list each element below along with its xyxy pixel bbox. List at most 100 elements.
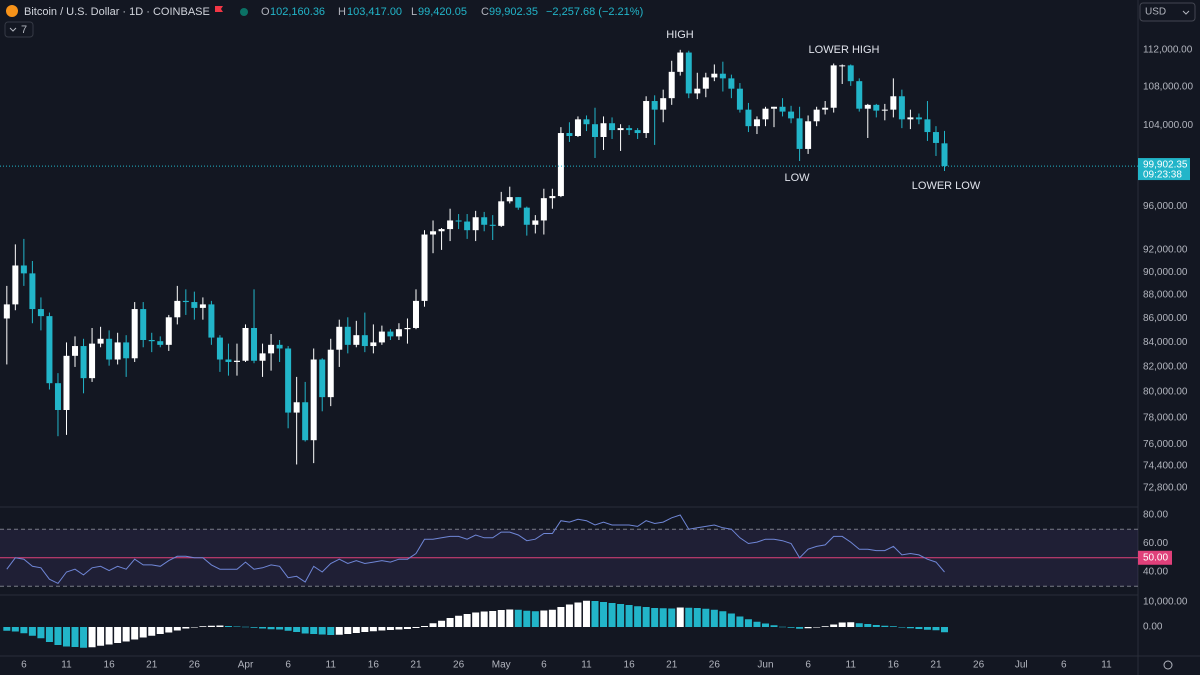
candle-body <box>447 220 454 230</box>
histogram-bar <box>813 627 821 628</box>
x-tick-label: Jul <box>1015 660 1028 671</box>
histogram-bar <box>395 627 403 630</box>
candle-body <box>583 119 590 125</box>
candle-body <box>591 124 598 137</box>
currency: USD <box>1145 7 1166 18</box>
histogram-bar <box>80 627 88 648</box>
histogram-bar <box>429 623 437 627</box>
histogram-bar <box>327 627 335 635</box>
histogram-bar <box>216 625 224 627</box>
histogram-bar <box>710 609 718 627</box>
candle-body <box>873 104 880 111</box>
candle-body <box>140 309 147 340</box>
y-tick-label: 80.00 <box>1143 510 1168 521</box>
histogram-bar <box>438 620 446 627</box>
candle-body <box>574 119 581 137</box>
y-tick-label: 90,000.00 <box>1143 267 1188 278</box>
histogram-bar <box>352 627 360 633</box>
x-tick-label: 6 <box>285 660 291 671</box>
histogram-bar <box>932 627 940 631</box>
flag-icon[interactable] <box>215 6 223 12</box>
candle-body <box>881 109 888 111</box>
candle-body <box>643 101 650 134</box>
candle-body <box>412 300 419 328</box>
countdown: 09:23:38 <box>1143 170 1182 181</box>
histogram-bar <box>446 618 454 627</box>
histogram-bar <box>523 610 531 627</box>
histogram-bar <box>54 627 62 645</box>
histogram-bar <box>139 627 147 638</box>
histogram-bar <box>906 627 914 629</box>
histogram-bar <box>105 627 113 645</box>
candle-body <box>293 402 300 413</box>
histogram-bar <box>787 627 795 628</box>
histogram-bar <box>676 607 684 627</box>
histogram-bar <box>625 605 633 627</box>
histogram-bar <box>97 627 105 646</box>
y-tick-label: 112,000.00 <box>1143 44 1193 55</box>
histogram-bar <box>250 627 258 628</box>
candle-body <box>668 71 675 99</box>
y-tick-label: 76,000.00 <box>1143 439 1188 450</box>
histogram-bar <box>421 626 429 627</box>
histogram-bar <box>514 609 522 627</box>
histogram-bar <box>173 627 181 631</box>
histogram-bar <box>744 619 752 627</box>
ohlc-key: H <box>338 6 346 18</box>
candle-body <box>549 196 556 199</box>
candle-body <box>336 326 343 350</box>
histogram-bar <box>821 626 829 627</box>
y-tick-label: 74,400.00 <box>1143 460 1188 471</box>
y-tick-label: 82,000.00 <box>1143 362 1188 373</box>
candle-body <box>378 331 385 343</box>
candle-body <box>924 119 931 133</box>
candle-body <box>319 359 326 398</box>
histogram-bar <box>182 627 190 629</box>
candle-body <box>438 229 445 232</box>
candle-body <box>430 231 437 235</box>
candle-body <box>54 383 61 410</box>
candle-body <box>847 65 854 82</box>
histogram-bar <box>310 627 318 634</box>
candle-body <box>617 128 624 131</box>
histogram-bar <box>770 625 778 627</box>
x-tick-label: 6 <box>541 660 547 671</box>
currency-select[interactable] <box>1139 2 1196 22</box>
histogram-bar <box>259 627 267 629</box>
histogram-bar <box>28 627 36 636</box>
histogram-bar <box>847 622 855 627</box>
candle-body <box>805 121 812 149</box>
histogram-bar <box>386 627 394 630</box>
settings-icon[interactable] <box>1163 660 1173 670</box>
histogram-bar <box>344 627 352 634</box>
histogram-bar <box>668 608 676 627</box>
x-tick-label: 11 <box>846 660 857 671</box>
candle-body <box>302 402 309 441</box>
histogram-bar <box>318 627 326 635</box>
histogram-bar <box>872 625 880 627</box>
candle-body <box>557 133 564 197</box>
candle-body <box>327 349 334 398</box>
histogram-bar <box>565 604 573 627</box>
x-tick-label: 6 <box>805 660 811 671</box>
x-tick-label: 21 <box>666 660 678 671</box>
ohlc-key: L <box>411 6 417 18</box>
y-tick-label: 88,000.00 <box>1143 290 1188 301</box>
candle-body <box>182 300 189 303</box>
indicator-toggle[interactable] <box>4 21 34 38</box>
candle-body <box>771 106 778 109</box>
ohlc-value: 103,417.00 <box>347 6 402 18</box>
histogram-bar <box>540 610 548 627</box>
histogram-bar <box>224 626 232 627</box>
price-label-box <box>1138 158 1190 181</box>
x-tick-label: 26 <box>709 660 721 671</box>
candle-body <box>387 331 394 337</box>
change: −2,257.68 (−2.21%) <box>546 6 643 18</box>
histogram-bar <box>617 604 625 627</box>
candle-body <box>148 339 155 342</box>
symbol-icon <box>6 5 18 17</box>
histogram-bar <box>838 622 846 627</box>
x-tick-label: Jun <box>757 660 773 671</box>
